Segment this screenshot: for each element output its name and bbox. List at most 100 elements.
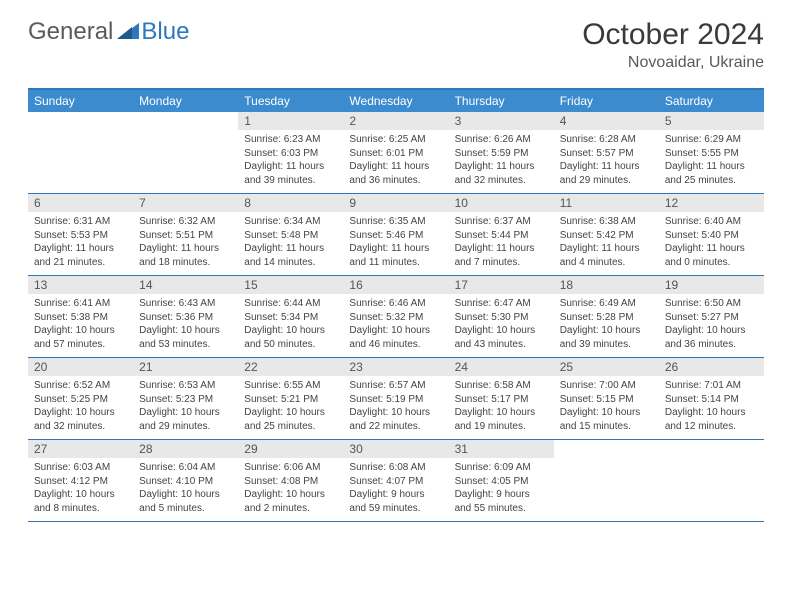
daylight-line: Daylight: 10 hours and 57 minutes.	[34, 324, 127, 351]
day-body: Sunrise: 6:52 AMSunset: 5:25 PMDaylight:…	[28, 376, 133, 439]
day-number: 28	[133, 440, 238, 458]
daylight-line: Daylight: 10 hours and 22 minutes.	[349, 406, 442, 433]
dow-cell: Thursday	[449, 90, 554, 112]
sunrise-line: Sunrise: 6:26 AM	[455, 133, 548, 147]
day-cell: 13Sunrise: 6:41 AMSunset: 5:38 PMDayligh…	[28, 276, 133, 357]
sunset-line: Sunset: 5:30 PM	[455, 311, 548, 325]
day-cell: 24Sunrise: 6:58 AMSunset: 5:17 PMDayligh…	[449, 358, 554, 439]
day-number: 12	[659, 194, 764, 212]
day-cell: 10Sunrise: 6:37 AMSunset: 5:44 PMDayligh…	[449, 194, 554, 275]
dow-cell: Monday	[133, 90, 238, 112]
page-header: General Blue October 2024 Novoaidar, Ukr…	[0, 0, 792, 80]
daylight-line: Daylight: 11 hours and 39 minutes.	[244, 160, 337, 187]
sunset-line: Sunset: 5:36 PM	[139, 311, 232, 325]
day-cell	[554, 440, 659, 521]
day-cell: 18Sunrise: 6:49 AMSunset: 5:28 PMDayligh…	[554, 276, 659, 357]
day-cell: 11Sunrise: 6:38 AMSunset: 5:42 PMDayligh…	[554, 194, 659, 275]
sunset-line: Sunset: 4:05 PM	[455, 475, 548, 489]
day-body: Sunrise: 7:01 AMSunset: 5:14 PMDaylight:…	[659, 376, 764, 439]
day-body: Sunrise: 6:09 AMSunset: 4:05 PMDaylight:…	[449, 458, 554, 521]
week-row: 27Sunrise: 6:03 AMSunset: 4:12 PMDayligh…	[28, 440, 764, 522]
daylight-line: Daylight: 11 hours and 0 minutes.	[665, 242, 758, 269]
day-body: Sunrise: 6:25 AMSunset: 6:01 PMDaylight:…	[343, 130, 448, 193]
sunset-line: Sunset: 5:53 PM	[34, 229, 127, 243]
day-body: Sunrise: 6:40 AMSunset: 5:40 PMDaylight:…	[659, 212, 764, 275]
daylight-line: Daylight: 11 hours and 11 minutes.	[349, 242, 442, 269]
daylight-line: Daylight: 9 hours and 55 minutes.	[455, 488, 548, 515]
day-number: 16	[343, 276, 448, 294]
day-cell: 27Sunrise: 6:03 AMSunset: 4:12 PMDayligh…	[28, 440, 133, 521]
day-body: Sunrise: 6:43 AMSunset: 5:36 PMDaylight:…	[133, 294, 238, 357]
sunset-line: Sunset: 5:59 PM	[455, 147, 548, 161]
sunset-line: Sunset: 5:34 PM	[244, 311, 337, 325]
day-body: Sunrise: 6:23 AMSunset: 6:03 PMDaylight:…	[238, 130, 343, 193]
day-number: 25	[554, 358, 659, 376]
daylight-line: Daylight: 10 hours and 50 minutes.	[244, 324, 337, 351]
day-cell: 9Sunrise: 6:35 AMSunset: 5:46 PMDaylight…	[343, 194, 448, 275]
sunset-line: Sunset: 5:21 PM	[244, 393, 337, 407]
day-number: 8	[238, 194, 343, 212]
day-number: 30	[343, 440, 448, 458]
day-cell: 22Sunrise: 6:55 AMSunset: 5:21 PMDayligh…	[238, 358, 343, 439]
daylight-line: Daylight: 11 hours and 14 minutes.	[244, 242, 337, 269]
day-number: 1	[238, 112, 343, 130]
location-label: Novoaidar, Ukraine	[582, 54, 764, 72]
day-cell: 7Sunrise: 6:32 AMSunset: 5:51 PMDaylight…	[133, 194, 238, 275]
day-body	[659, 458, 764, 514]
day-number: 13	[28, 276, 133, 294]
day-cell: 30Sunrise: 6:08 AMSunset: 4:07 PMDayligh…	[343, 440, 448, 521]
daylight-line: Daylight: 10 hours and 15 minutes.	[560, 406, 653, 433]
day-cell: 25Sunrise: 7:00 AMSunset: 5:15 PMDayligh…	[554, 358, 659, 439]
daylight-line: Daylight: 11 hours and 25 minutes.	[665, 160, 758, 187]
day-cell	[28, 112, 133, 193]
daylight-line: Daylight: 10 hours and 25 minutes.	[244, 406, 337, 433]
sunrise-line: Sunrise: 6:50 AM	[665, 297, 758, 311]
brand-part1: General	[28, 18, 113, 46]
sunrise-line: Sunrise: 6:40 AM	[665, 215, 758, 229]
day-cell: 26Sunrise: 7:01 AMSunset: 5:14 PMDayligh…	[659, 358, 764, 439]
sunset-line: Sunset: 5:19 PM	[349, 393, 442, 407]
day-cell: 4Sunrise: 6:28 AMSunset: 5:57 PMDaylight…	[554, 112, 659, 193]
dow-cell: Tuesday	[238, 90, 343, 112]
sunrise-line: Sunrise: 6:09 AM	[455, 461, 548, 475]
sunrise-line: Sunrise: 6:35 AM	[349, 215, 442, 229]
dow-cell: Wednesday	[343, 90, 448, 112]
day-cell: 6Sunrise: 6:31 AMSunset: 5:53 PMDaylight…	[28, 194, 133, 275]
day-cell: 1Sunrise: 6:23 AMSunset: 6:03 PMDaylight…	[238, 112, 343, 193]
dow-cell: Friday	[554, 90, 659, 112]
day-number: 14	[133, 276, 238, 294]
sunset-line: Sunset: 5:28 PM	[560, 311, 653, 325]
sunrise-line: Sunrise: 6:58 AM	[455, 379, 548, 393]
sunset-line: Sunset: 4:12 PM	[34, 475, 127, 489]
brand-part2: Blue	[141, 18, 189, 46]
weeks-container: 1Sunrise: 6:23 AMSunset: 6:03 PMDaylight…	[28, 112, 764, 522]
day-cell	[133, 112, 238, 193]
daylight-line: Daylight: 10 hours and 19 minutes.	[455, 406, 548, 433]
day-number: 31	[449, 440, 554, 458]
daylight-line: Daylight: 11 hours and 7 minutes.	[455, 242, 548, 269]
day-cell	[659, 440, 764, 521]
day-number: 18	[554, 276, 659, 294]
day-cell: 31Sunrise: 6:09 AMSunset: 4:05 PMDayligh…	[449, 440, 554, 521]
day-number: 5	[659, 112, 764, 130]
day-body: Sunrise: 6:41 AMSunset: 5:38 PMDaylight:…	[28, 294, 133, 357]
day-body: Sunrise: 6:53 AMSunset: 5:23 PMDaylight:…	[133, 376, 238, 439]
daylight-line: Daylight: 10 hours and 8 minutes.	[34, 488, 127, 515]
day-cell: 14Sunrise: 6:43 AMSunset: 5:36 PMDayligh…	[133, 276, 238, 357]
sunset-line: Sunset: 4:08 PM	[244, 475, 337, 489]
sunset-line: Sunset: 5:27 PM	[665, 311, 758, 325]
day-of-week-header: SundayMondayTuesdayWednesdayThursdayFrid…	[28, 90, 764, 112]
day-body: Sunrise: 6:37 AMSunset: 5:44 PMDaylight:…	[449, 212, 554, 275]
daylight-line: Daylight: 10 hours and 39 minutes.	[560, 324, 653, 351]
dow-cell: Saturday	[659, 90, 764, 112]
daylight-line: Daylight: 10 hours and 36 minutes.	[665, 324, 758, 351]
sunset-line: Sunset: 5:51 PM	[139, 229, 232, 243]
daylight-line: Daylight: 11 hours and 36 minutes.	[349, 160, 442, 187]
day-body: Sunrise: 6:44 AMSunset: 5:34 PMDaylight:…	[238, 294, 343, 357]
week-row: 6Sunrise: 6:31 AMSunset: 5:53 PMDaylight…	[28, 194, 764, 276]
daylight-line: Daylight: 10 hours and 53 minutes.	[139, 324, 232, 351]
day-number: 29	[238, 440, 343, 458]
day-body: Sunrise: 6:57 AMSunset: 5:19 PMDaylight:…	[343, 376, 448, 439]
sunset-line: Sunset: 5:14 PM	[665, 393, 758, 407]
day-body: Sunrise: 6:32 AMSunset: 5:51 PMDaylight:…	[133, 212, 238, 275]
